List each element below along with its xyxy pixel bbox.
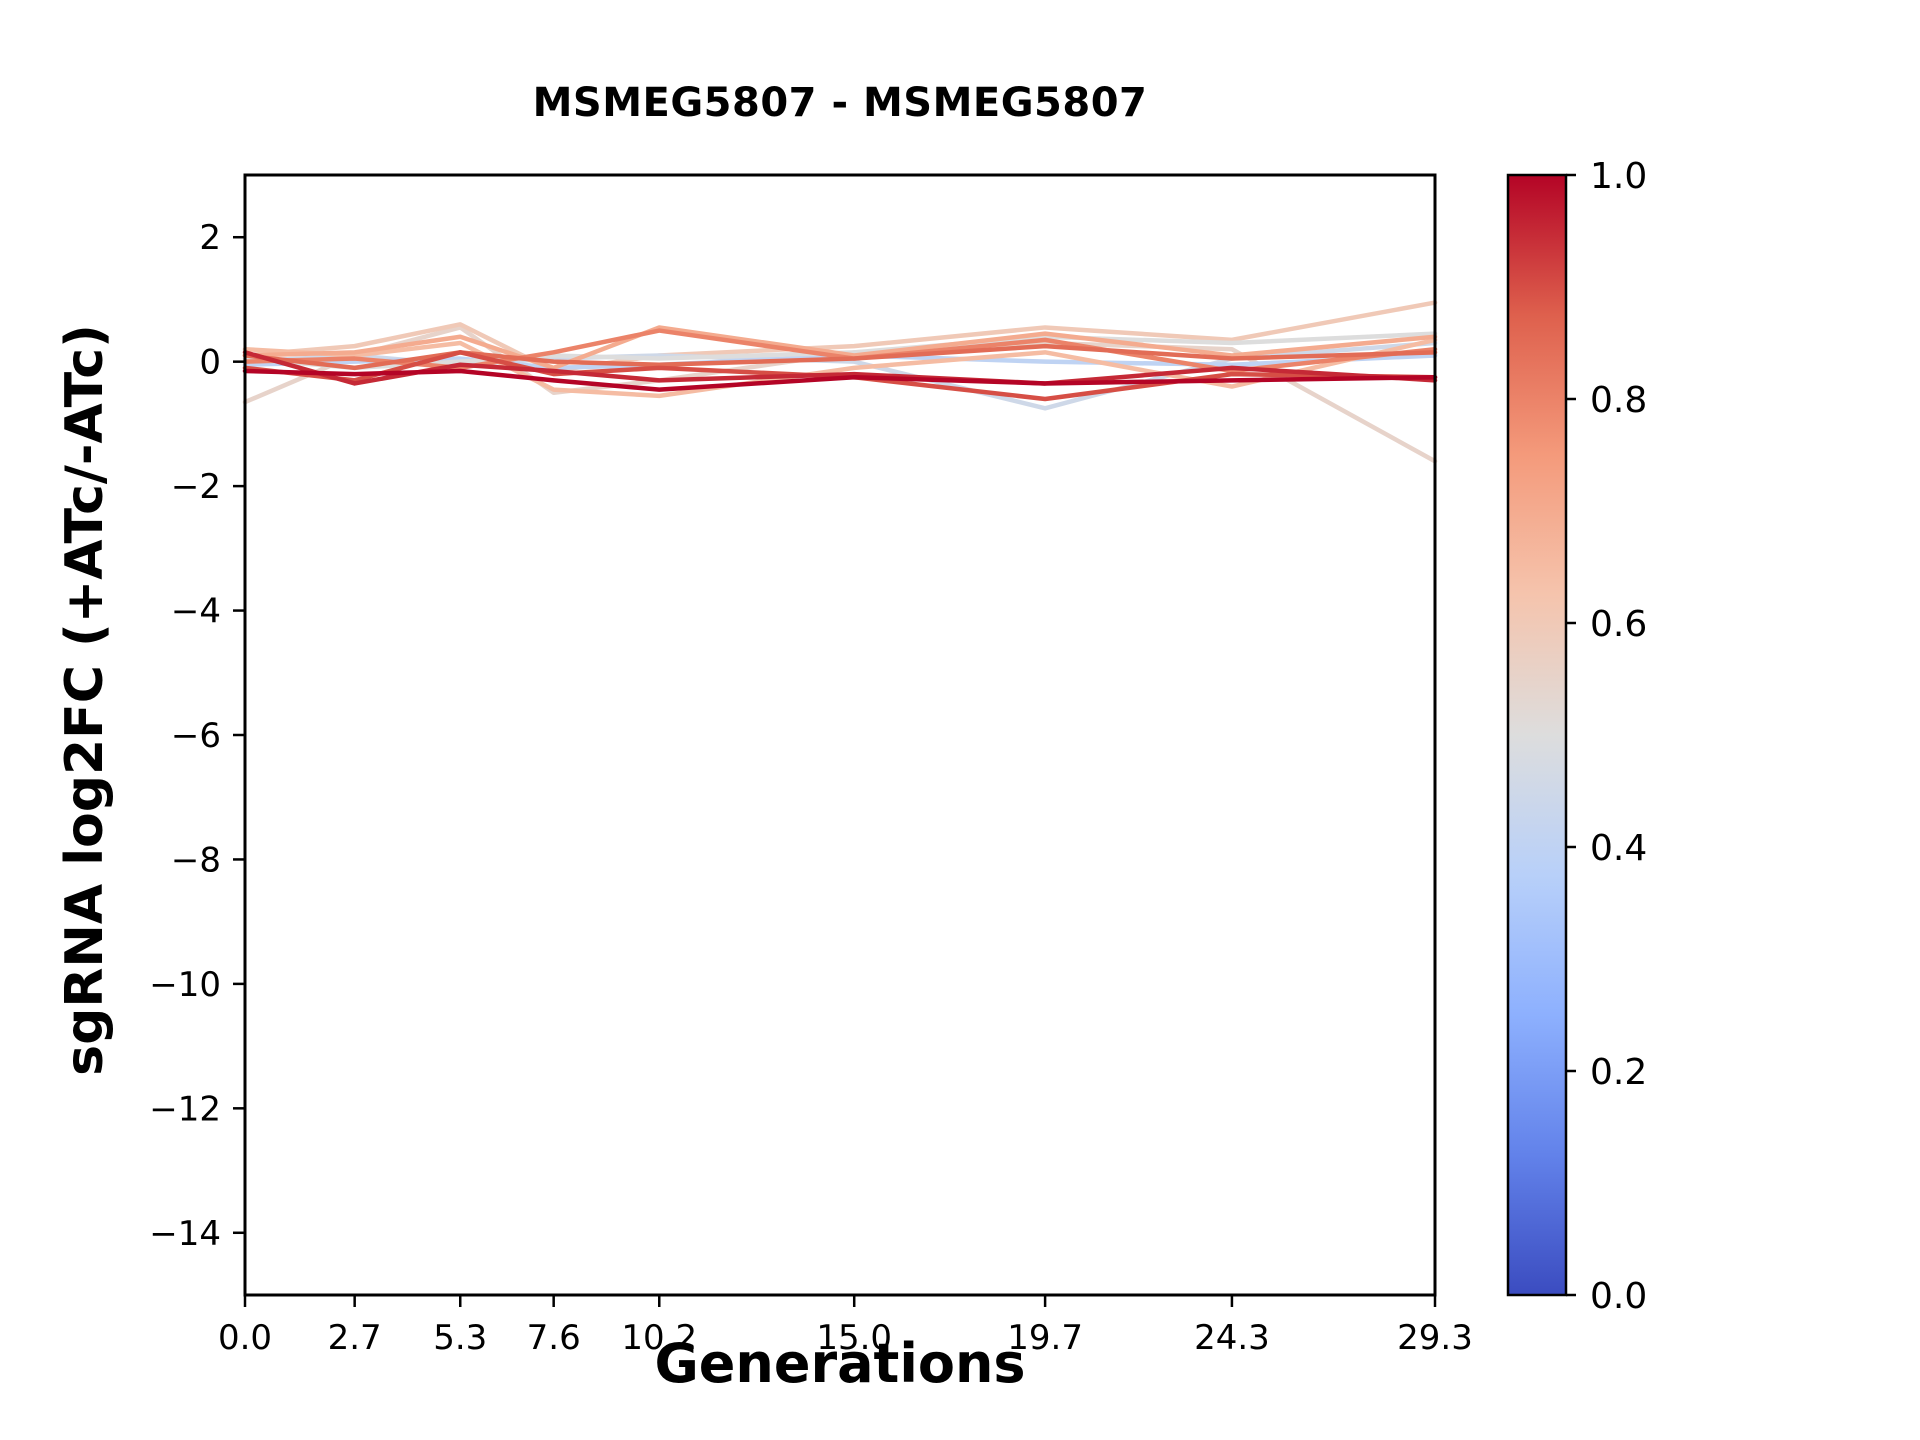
x-tick-label: 0.0 [218,1318,272,1358]
x-tick-label: 19.7 [1007,1318,1083,1358]
colorbar-tick-label: 1.0 [1590,156,1647,197]
x-tick-label: 5.3 [433,1318,487,1358]
colorbar-tick-label: 0.8 [1590,380,1647,421]
y-tick-label: −6 [171,716,221,756]
x-tick-label: 10.2 [621,1318,697,1358]
colorbar-gradient [1508,175,1566,1295]
y-tick-label: −12 [149,1089,221,1129]
x-axis-label: Generations [654,1332,1026,1395]
x-tick-label: 29.3 [1397,1318,1473,1358]
series-line-8 [242,343,1438,371]
y-tick-label: −14 [149,1214,221,1254]
y-tick-label: −4 [171,592,221,632]
x-tick-label: 2.7 [328,1318,382,1358]
y-tick-label: −8 [171,840,221,880]
chart-title: MSMEG5807 - MSMEG5807 [532,80,1148,126]
y-tick-label: 0 [199,343,221,383]
x-tick-label: 7.6 [527,1318,581,1358]
colorbar-tick-label: 0.6 [1590,604,1647,645]
x-tick-label: 15.0 [816,1318,892,1358]
colorbar-tick-label: 0.2 [1590,1052,1647,1093]
series-line-11 [242,368,1438,392]
y-tick-label: −2 [171,467,221,507]
x-tick-label: 24.3 [1194,1318,1270,1358]
series-line-6 [242,325,1438,371]
y-tick-label: −10 [149,965,221,1005]
series-line-10 [242,350,1438,386]
y-tick-label: 2 [199,218,221,258]
colorbar-border [1506,173,1568,1297]
colorbar-tick-label: 0.0 [1590,1276,1647,1317]
colorbar-tick-label: 0.4 [1590,828,1647,869]
series-line-4 [242,331,1438,371]
